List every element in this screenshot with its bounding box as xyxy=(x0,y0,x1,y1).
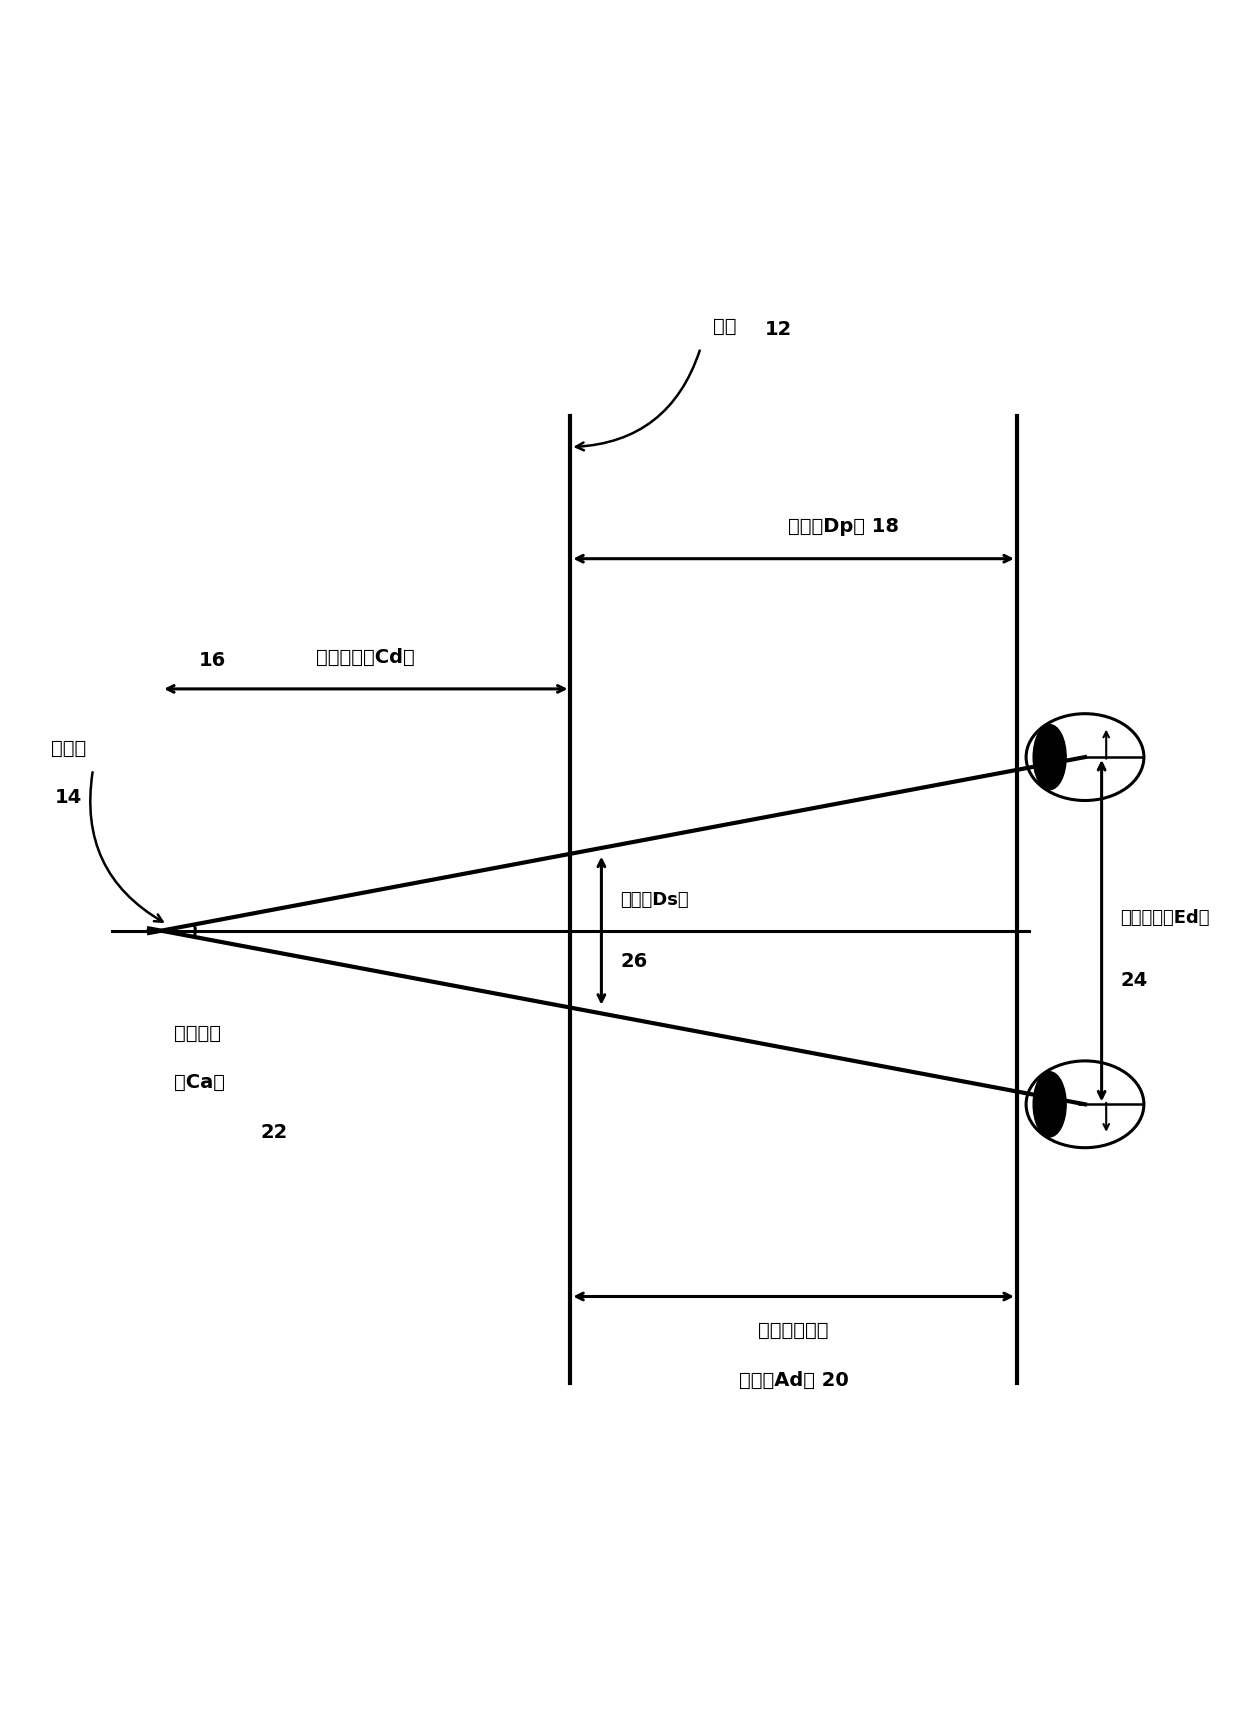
Text: 14: 14 xyxy=(55,788,82,807)
Text: 距离（Ad） 20: 距离（Ad） 20 xyxy=(739,1371,848,1390)
Text: 16: 16 xyxy=(198,652,226,671)
Text: 24: 24 xyxy=(1120,971,1147,990)
Text: 深度（Dp） 18: 深度（Dp） 18 xyxy=(787,518,899,536)
Ellipse shape xyxy=(1033,1071,1066,1137)
Text: 22: 22 xyxy=(260,1123,288,1142)
Text: 会聚距离（Cd）: 会聚距离（Cd） xyxy=(316,647,415,666)
Ellipse shape xyxy=(1033,724,1066,790)
Text: 会聚角度: 会聚角度 xyxy=(174,1023,221,1042)
Text: 会聚点: 会聚点 xyxy=(51,738,86,757)
Text: 屏幕: 屏幕 xyxy=(713,316,737,335)
Text: （Ca）: （Ca） xyxy=(174,1073,224,1092)
Text: 视差（Ds）: 视差（Ds） xyxy=(620,890,688,909)
Text: 眼睛距离（Ed）: 眼睛距离（Ed） xyxy=(1120,909,1210,928)
Text: 26: 26 xyxy=(620,952,647,971)
Text: 12: 12 xyxy=(765,321,792,340)
Text: 观众到屏幕的: 观众到屏幕的 xyxy=(759,1321,828,1340)
